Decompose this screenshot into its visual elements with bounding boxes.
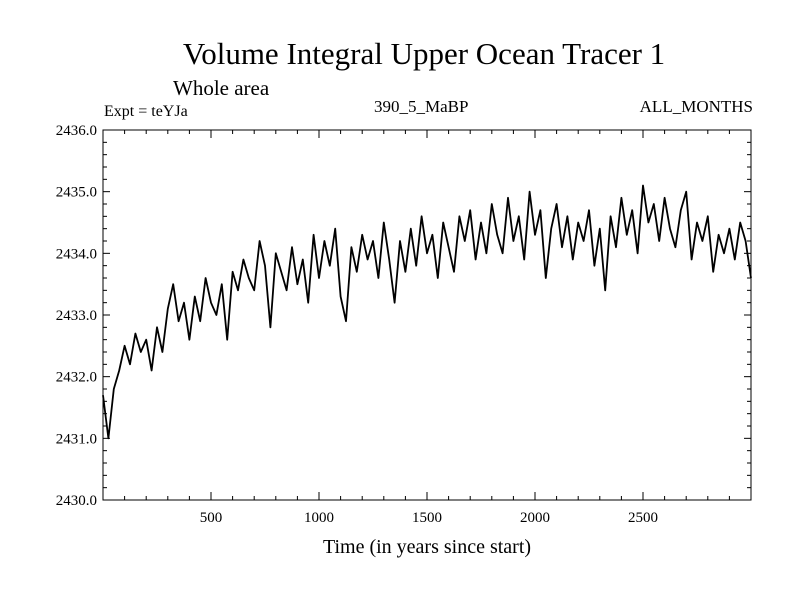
x-tick-label: 1500 (412, 510, 442, 526)
x-tick-label: 500 (200, 510, 223, 526)
x-tick-label: 2000 (520, 510, 550, 526)
period-label: 390_5_MaBP (374, 97, 469, 116)
x-axis: 500 1000 1500 2000 2500 (124, 130, 730, 526)
y-tick-label: 2433.0 (56, 308, 97, 324)
months-label: ALL_MONTHS (639, 97, 753, 116)
y-tick-label: 2432.0 (56, 370, 97, 386)
y-tick-label: 2430.0 (56, 493, 97, 509)
y-tick-label: 2431.0 (56, 431, 97, 447)
experiment-label: Expt = teYJa (104, 103, 188, 120)
series-line (102, 184, 752, 440)
x-axis-label: Time (in years since start) (323, 536, 531, 558)
x-tick-label: 1000 (304, 510, 334, 526)
chart-title: Volume Integral Upper Ocean Tracer 1 (182, 36, 666, 71)
y-tick-label: 2436.0 (56, 123, 97, 139)
y-tick-label: 2434.0 (56, 246, 97, 262)
y-axis: 2430.0 2431.0 2432.0 2433.0 2434.0 2435.0 2436… (56, 123, 751, 509)
y-tick-label: 2435.0 (56, 185, 97, 201)
x-tick-label: 2500 (628, 510, 658, 526)
chart-subtitle: Whole area (173, 76, 270, 100)
